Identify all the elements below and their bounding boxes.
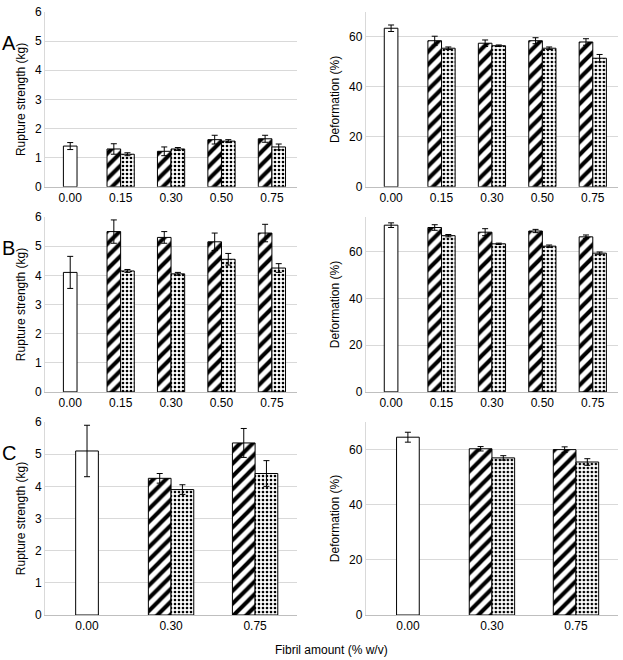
svg-text:3: 3 bbox=[35, 93, 42, 107]
svg-text:60: 60 bbox=[349, 245, 363, 259]
svg-text:0: 0 bbox=[35, 385, 42, 399]
svg-text:0.50: 0.50 bbox=[531, 191, 555, 205]
svg-text:C: C bbox=[2, 442, 16, 464]
svg-text:0.50: 0.50 bbox=[210, 191, 234, 205]
svg-text:Rupture strength (kg): Rupture strength (kg) bbox=[14, 248, 28, 361]
svg-text:0: 0 bbox=[356, 180, 363, 194]
svg-text:0.50: 0.50 bbox=[210, 396, 234, 410]
svg-text:1: 1 bbox=[35, 576, 42, 590]
svg-text:0.15: 0.15 bbox=[109, 396, 133, 410]
svg-text:0: 0 bbox=[35, 180, 42, 194]
svg-text:0.30: 0.30 bbox=[480, 396, 504, 410]
svg-text:0.00: 0.00 bbox=[379, 396, 403, 410]
svg-text:Rupture strength (kg): Rupture strength (kg) bbox=[14, 43, 28, 156]
svg-text:0: 0 bbox=[356, 608, 363, 622]
svg-text:0.50: 0.50 bbox=[531, 396, 555, 410]
svg-text:5: 5 bbox=[35, 239, 42, 253]
svg-text:0.75: 0.75 bbox=[260, 191, 284, 205]
svg-text:1: 1 bbox=[35, 356, 42, 370]
svg-text:2: 2 bbox=[35, 122, 42, 136]
svg-text:40: 40 bbox=[349, 292, 363, 306]
svg-text:0.75: 0.75 bbox=[260, 396, 284, 410]
svg-text:5: 5 bbox=[35, 447, 42, 461]
svg-text:6: 6 bbox=[35, 415, 42, 429]
svg-text:6: 6 bbox=[35, 210, 42, 224]
svg-text:Fibril amount (% w/v): Fibril amount (% w/v) bbox=[275, 643, 388, 657]
svg-text:0.15: 0.15 bbox=[430, 191, 454, 205]
svg-text:0.15: 0.15 bbox=[430, 396, 454, 410]
svg-text:20: 20 bbox=[349, 553, 363, 567]
svg-text:0.30: 0.30 bbox=[159, 619, 183, 633]
svg-text:B: B bbox=[2, 237, 15, 259]
svg-text:Deformation (%): Deformation (%) bbox=[328, 261, 342, 348]
svg-text:0.30: 0.30 bbox=[159, 191, 183, 205]
svg-text:1: 1 bbox=[35, 151, 42, 165]
svg-text:4: 4 bbox=[35, 63, 42, 77]
svg-text:0.75: 0.75 bbox=[564, 619, 588, 633]
svg-text:6: 6 bbox=[35, 5, 42, 19]
svg-text:0.00: 0.00 bbox=[59, 396, 83, 410]
svg-text:0.75: 0.75 bbox=[581, 396, 605, 410]
svg-text:0.00: 0.00 bbox=[379, 191, 403, 205]
svg-text:60: 60 bbox=[349, 443, 363, 457]
svg-text:60: 60 bbox=[349, 30, 363, 44]
svg-text:0: 0 bbox=[356, 385, 363, 399]
svg-text:Deformation (%): Deformation (%) bbox=[328, 475, 342, 562]
svg-text:0.30: 0.30 bbox=[480, 619, 504, 633]
svg-text:0.30: 0.30 bbox=[480, 191, 504, 205]
svg-text:0.00: 0.00 bbox=[396, 619, 420, 633]
svg-text:40: 40 bbox=[349, 80, 363, 94]
svg-text:0.75: 0.75 bbox=[243, 619, 267, 633]
svg-text:4: 4 bbox=[35, 480, 42, 494]
svg-text:4: 4 bbox=[35, 269, 42, 283]
svg-text:Rupture strength (kg): Rupture strength (kg) bbox=[14, 462, 28, 575]
svg-text:2: 2 bbox=[35, 544, 42, 558]
svg-text:A: A bbox=[2, 32, 16, 54]
svg-text:0.00: 0.00 bbox=[75, 619, 99, 633]
svg-text:3: 3 bbox=[35, 512, 42, 526]
svg-text:3: 3 bbox=[35, 298, 42, 312]
svg-text:0.15: 0.15 bbox=[109, 191, 133, 205]
svg-text:0: 0 bbox=[35, 608, 42, 622]
svg-text:20: 20 bbox=[349, 130, 363, 144]
svg-text:2: 2 bbox=[35, 327, 42, 341]
svg-text:0.75: 0.75 bbox=[581, 191, 605, 205]
svg-text:0.30: 0.30 bbox=[159, 396, 183, 410]
svg-text:20: 20 bbox=[349, 338, 363, 352]
svg-text:5: 5 bbox=[35, 34, 42, 48]
svg-text:Deformation (%): Deformation (%) bbox=[328, 56, 342, 143]
svg-text:40: 40 bbox=[349, 498, 363, 512]
svg-text:0.00: 0.00 bbox=[59, 191, 83, 205]
